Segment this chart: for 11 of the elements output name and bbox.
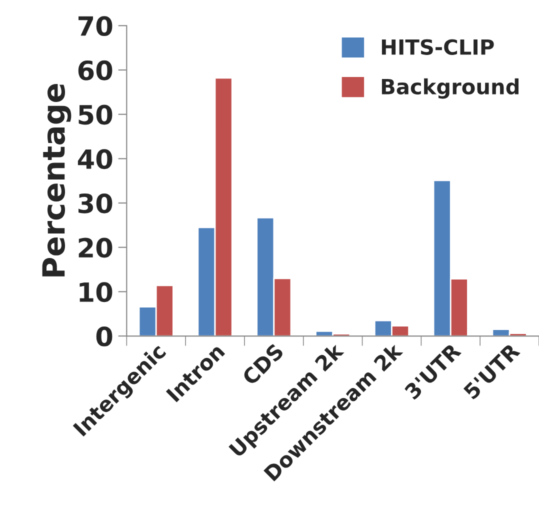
y-tick-label: 70 [78,16,112,36]
y-tick-label: 10 [80,282,112,302]
y-tick-label: 0 [96,326,112,346]
y-tick-label: 60 [78,60,112,80]
y-tick-label: 40 [78,149,112,170]
y-tick-label: 30 [78,193,112,214]
y-tick-label: 20 [78,238,112,258]
legend-label: HITS-CLIP [382,39,494,55]
y-axis-title: Percentage [42,84,72,276]
legend-label: Background [382,78,519,99]
y-tick-label: 50 [78,104,112,125]
